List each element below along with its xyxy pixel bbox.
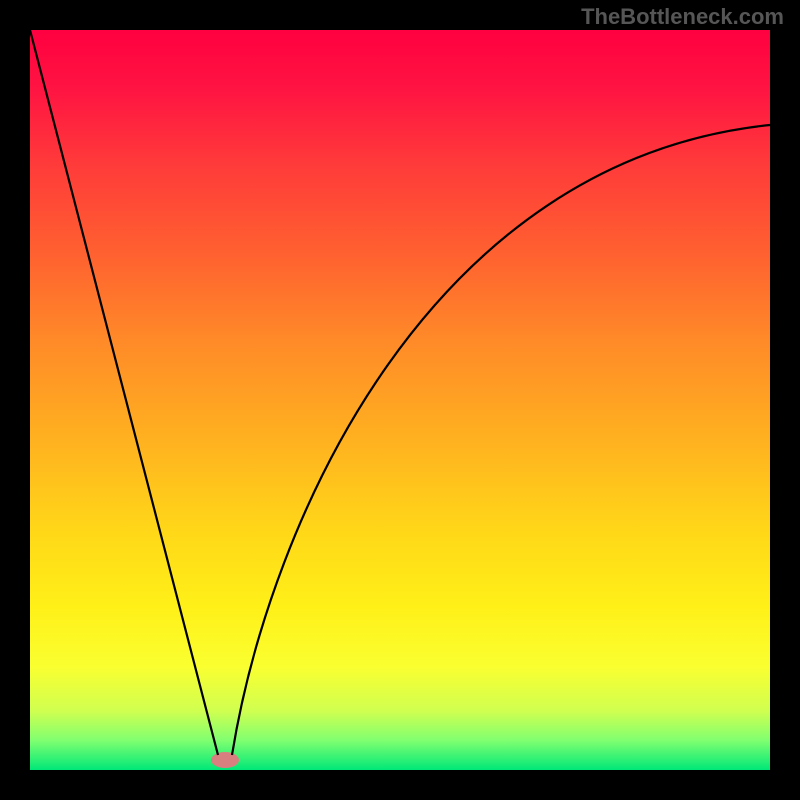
chart-container: TheBottleneck.com <box>0 0 800 800</box>
chart-background <box>30 30 770 770</box>
bottleneck-chart <box>0 0 800 800</box>
watermark-text: TheBottleneck.com <box>581 4 784 30</box>
minimum-marker <box>211 752 239 768</box>
